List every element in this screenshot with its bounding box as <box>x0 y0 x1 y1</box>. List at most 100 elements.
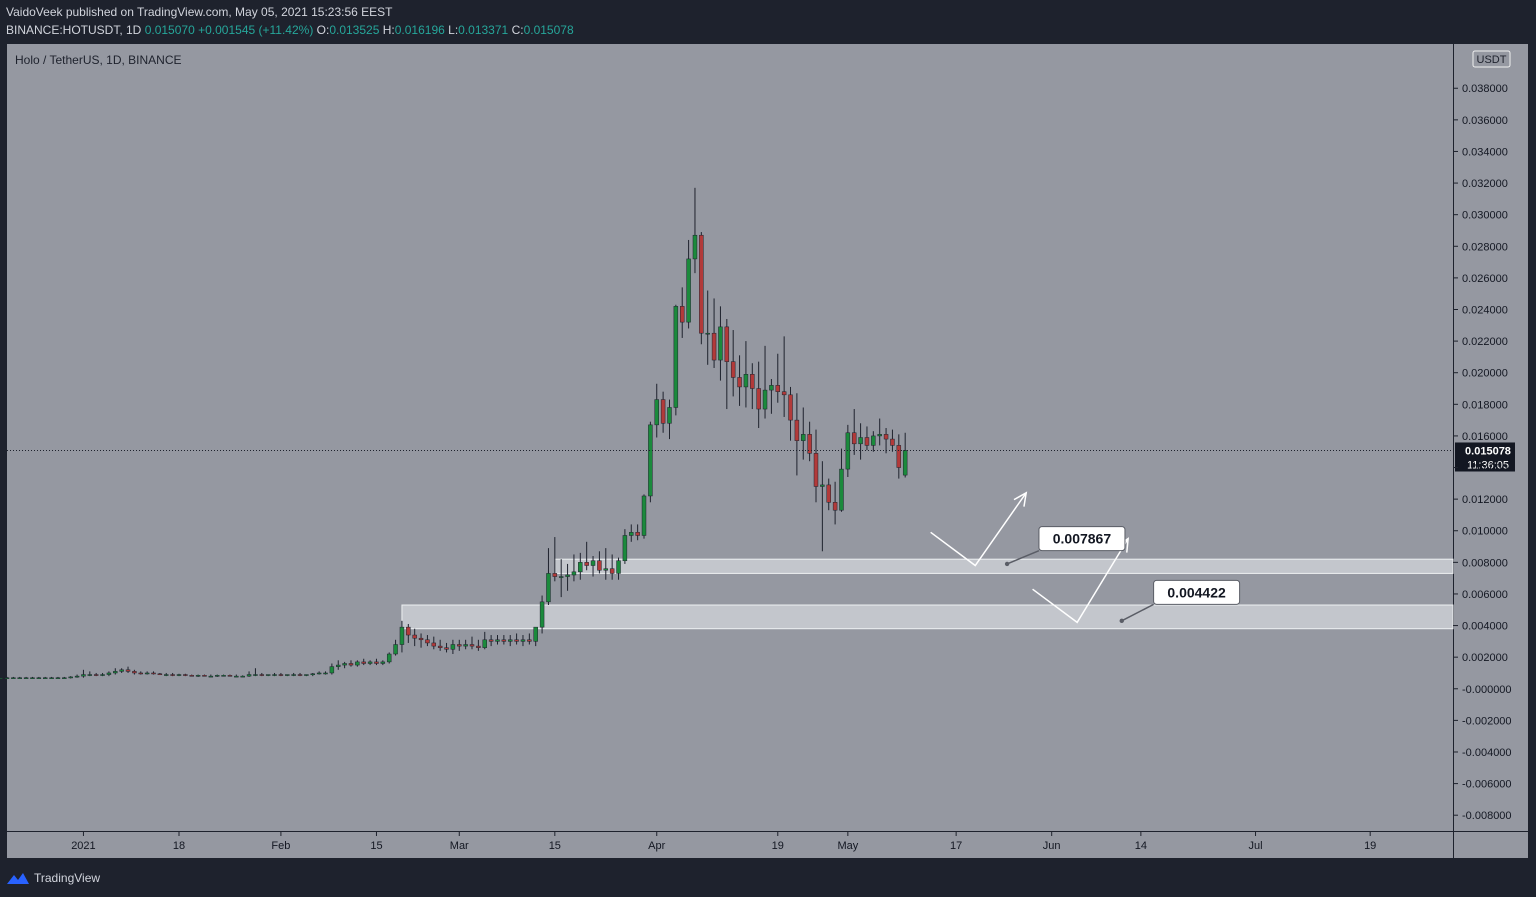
x-tick: May <box>837 831 859 852</box>
candle <box>826 478 831 511</box>
candle-body <box>558 576 564 578</box>
candle-body <box>336 664 341 667</box>
candle <box>93 672 99 677</box>
candle-body <box>23 677 29 679</box>
y-tick: 0.004000 <box>1453 621 1508 633</box>
candle <box>724 318 730 410</box>
candle <box>469 636 475 650</box>
candle-body <box>718 326 723 361</box>
candle <box>552 537 558 582</box>
y-tick: 0.028000 <box>1453 241 1508 253</box>
candle-body <box>399 626 405 645</box>
candle-body <box>858 437 863 445</box>
candle-body <box>724 326 730 362</box>
candle-body <box>93 674 99 676</box>
y-tick: 0.034000 <box>1453 146 1508 158</box>
candle-body <box>189 675 194 677</box>
candle-body <box>743 374 749 388</box>
high-value: 0.016196 <box>394 23 445 37</box>
candle-body <box>425 639 430 644</box>
candle <box>603 548 609 580</box>
y-tick: -0.008000 <box>1453 810 1512 822</box>
candle <box>30 676 35 679</box>
candle <box>399 620 405 653</box>
y-tick: 0.014000 <box>1453 463 1508 475</box>
candle <box>871 431 876 452</box>
candle-body <box>170 674 175 676</box>
candle-body <box>36 677 42 679</box>
candle <box>348 660 354 667</box>
candle <box>558 559 564 598</box>
candle <box>482 631 487 650</box>
candle <box>291 672 296 677</box>
y-tick-label: -0.000000 <box>1462 684 1512 696</box>
candle-body <box>775 385 781 392</box>
candle <box>113 668 118 675</box>
x-tick-label: 15 <box>370 840 382 852</box>
price-chart[interactable]: 0.007867 0.004422 0.015078 11:36:05 0.0380… <box>0 0 1536 860</box>
x-tick: Jun <box>1043 831 1061 852</box>
candle-body <box>864 437 870 446</box>
candle-body <box>584 562 589 566</box>
plot-area[interactable] <box>7 44 1453 831</box>
candle-body <box>597 560 602 571</box>
candle-body <box>552 573 558 577</box>
candle <box>227 674 233 677</box>
candle <box>316 671 322 675</box>
price-annotations: 0.007867 0.004422 <box>1004 526 1241 624</box>
candle <box>864 426 870 451</box>
candle <box>508 635 513 647</box>
candle-body <box>546 573 551 603</box>
candle <box>49 676 54 679</box>
candle <box>641 494 647 539</box>
time-axis[interactable] <box>7 832 1453 858</box>
candle <box>164 672 169 677</box>
x-tick: 14 <box>1135 831 1147 852</box>
candle <box>240 675 245 678</box>
candle <box>743 341 749 408</box>
chart-header: VaidoVeek published on TradingView.com, … <box>0 0 1536 44</box>
candle-body <box>603 568 609 571</box>
y-tick-label: 0.036000 <box>1462 115 1508 127</box>
open-label: O: <box>316 23 330 37</box>
candle-body <box>297 674 303 676</box>
candle <box>609 554 615 580</box>
candle <box>62 676 67 679</box>
candle <box>11 676 16 679</box>
candle-body <box>832 502 838 511</box>
brand-name[interactable]: TradingView <box>34 871 101 885</box>
candle-body <box>202 675 207 677</box>
candle <box>106 671 112 677</box>
candle-body <box>609 568 615 574</box>
callout-box <box>1038 526 1126 552</box>
candle <box>329 663 335 675</box>
price-axis[interactable] <box>1454 44 1528 831</box>
y-tick-label: 0.026000 <box>1462 273 1508 285</box>
x-tick-label: 15 <box>549 840 561 852</box>
candle-body <box>367 661 373 664</box>
candle-body <box>629 532 634 536</box>
candle-body <box>514 639 519 642</box>
candle <box>285 674 290 677</box>
candle <box>813 429 819 503</box>
x-tick-label: Jun <box>1043 840 1061 852</box>
close-label: C: <box>511 23 524 37</box>
projection-line <box>930 492 1027 567</box>
candle-body <box>55 677 61 679</box>
candle-body <box>508 639 513 642</box>
candle <box>667 399 672 440</box>
currency-badge[interactable]: USDT <box>1472 50 1511 68</box>
y-tick: -0.004000 <box>1453 747 1512 759</box>
price-axis-ticks: 0.038000 0.036000 0.034000 0.032000 0.030000… <box>1453 83 1512 822</box>
candle <box>100 672 105 677</box>
tradingview-logo-icon[interactable] <box>6 870 30 886</box>
candle <box>278 672 284 677</box>
y-tick: 0.036000 <box>1453 115 1508 127</box>
x-tick-label: 19 <box>772 840 784 852</box>
candle-body <box>418 637 424 641</box>
candle <box>699 232 704 345</box>
candle <box>297 672 303 677</box>
candle-body <box>272 674 277 676</box>
candle-body <box>183 674 188 676</box>
candle <box>68 676 73 679</box>
